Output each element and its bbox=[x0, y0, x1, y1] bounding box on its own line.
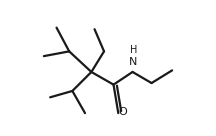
Text: N: N bbox=[129, 57, 138, 67]
Text: O: O bbox=[118, 106, 127, 117]
Text: H: H bbox=[130, 45, 137, 55]
